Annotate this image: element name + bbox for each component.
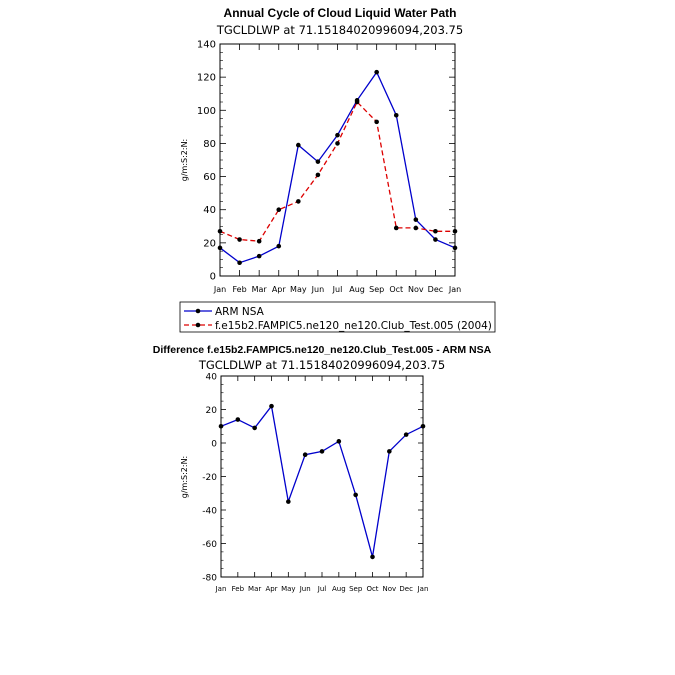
legend-box <box>179 301 496 333</box>
chart-1-data-point <box>256 253 262 259</box>
chart-1-y-tick-label: 80 <box>203 139 216 150</box>
chart-2-data-point <box>235 417 241 422</box>
chart-1-y-tick-label: 0 <box>210 272 216 283</box>
chart-2-subtitle: TGCLDLWP at 71.15184020996094,203.75 <box>198 358 445 372</box>
chart-2-y-tick-label: 20 <box>206 406 218 416</box>
chart-1-data-point <box>433 228 438 234</box>
chart-1-series-line-1 <box>219 100 455 242</box>
chart-1-plot-frame <box>219 43 456 277</box>
chart-2-x-tick-label: Oct <box>366 585 378 593</box>
chart-2-title: Difference f.e15b2.FAMPIC5.ne120_ne120.C… <box>153 344 492 356</box>
chart-1-x-tick-label: Jan <box>448 285 461 294</box>
chart-1-legend: ARM NSA f.e15b2.FAMPIC5.ne120_ne120.Club… <box>179 301 496 333</box>
chart-2-y-tick-label: -80 <box>202 574 217 584</box>
chart-2-y-tick-label: -40 <box>202 507 217 517</box>
chart-1-x-tick-label: Sep <box>369 285 384 294</box>
chart-2-data-point <box>353 492 358 498</box>
chart-2-x-tick-label: Feb <box>232 585 245 593</box>
chart-1-data-point <box>393 225 399 231</box>
chart-2-series-line-0 <box>220 404 424 558</box>
chart-1-data-point <box>315 159 321 164</box>
chart-2-x-tick-label: Jun <box>299 585 311 593</box>
chart-1-data-point <box>296 199 301 204</box>
chart-2-x-tick-label: Apr <box>265 585 277 593</box>
chart-2-y-tick-label: -60 <box>202 540 217 550</box>
chart-1-data-point <box>354 99 360 105</box>
chart-1-data-point <box>433 237 438 242</box>
chart-2-data-point <box>387 449 392 454</box>
chart-1-y-tick-label: 20 <box>203 238 216 249</box>
chart-2-data-point <box>302 452 308 458</box>
chart-2-x-tick-label: Aug <box>332 585 346 593</box>
chart-2-data-point <box>319 449 325 454</box>
chart-1-data-point <box>413 217 419 222</box>
chart-2-x-tick-label: Jan <box>417 585 429 593</box>
chart-2-y-axis-label: g/m:S:2:N: <box>180 456 189 499</box>
chart-1-data-point <box>335 141 340 146</box>
chart-2-data-point <box>252 425 257 431</box>
legend-marker-model <box>195 322 201 328</box>
chart-2-x-tick-label: Dec <box>399 585 413 593</box>
chart-1-data-point <box>393 112 399 118</box>
chart-1-data-point <box>276 243 282 249</box>
chart-1-data-point <box>335 132 340 138</box>
chart-1-x-tick-label: May <box>290 285 307 294</box>
chart-1-data-point <box>276 207 282 213</box>
chart-2-data-point <box>370 554 375 560</box>
chart-1-x-tick-label: Mar <box>252 285 268 294</box>
chart-1-data-point <box>413 225 419 231</box>
chart-1-x-tick-label: Dec <box>428 285 443 294</box>
chart-1-data-point <box>296 142 301 148</box>
chart-1-y-tick-label: 100 <box>197 106 216 117</box>
chart-2-x-tick-label: Jan <box>215 585 227 593</box>
chart-1-data-point <box>256 238 262 244</box>
chart-1-x-tick-label: Apr <box>272 285 287 294</box>
chart-2-y-tick-label: -20 <box>202 473 217 483</box>
chart-1-data-point <box>374 69 379 75</box>
chart-1-x-tick-label: Jan <box>213 285 226 294</box>
legend-label-model: f.e15b2.FAMPIC5.ne120_ne120.Club_Test.00… <box>215 320 492 332</box>
chart-1-x-tick-label: Nov <box>408 285 424 294</box>
chart-2-data-point <box>286 499 291 504</box>
chart-2-data-point <box>269 403 274 409</box>
legend-entry-arm-nsa: ARM NSA <box>184 306 265 318</box>
chart-1-title: Annual Cycle of Cloud Liquid Water Path <box>224 6 457 20</box>
chart-2-x-tick-label: Mar <box>248 585 261 593</box>
chart-1-subtitle: TGCLDLWP at 71.15184020996094,203.75 <box>216 23 463 37</box>
chart-1-x-tick-label: Oct <box>389 285 403 294</box>
chart-1-x-tick-label: Jul <box>332 285 343 294</box>
chart-1-series-line-0 <box>219 70 456 264</box>
chart-1-y-tick-label: 60 <box>203 172 216 183</box>
chart-2-x-tick-label: May <box>281 585 295 593</box>
chart-1-x-tick-label: Feb <box>232 285 246 294</box>
chart-2-x-tick-label: Sep <box>349 585 363 593</box>
chart-2-plot-frame <box>220 375 424 578</box>
chart-1-data-point <box>237 260 242 266</box>
chart-2-x-tick-label: Nov <box>382 585 396 593</box>
chart-2-x-tick-label: Jul <box>317 585 327 593</box>
chart-2-y-tick-label: 40 <box>206 373 218 383</box>
chart-1-x-tick-label: Jun <box>311 285 325 294</box>
legend-label-arm-nsa: ARM NSA <box>215 306 265 318</box>
chart-1-data-point <box>374 119 379 125</box>
chart-1-y-axis-label: g/m:S:2:N: <box>180 139 189 182</box>
chart-1-y-tick-label: 120 <box>197 73 216 84</box>
chart-1-y-tick-label: 140 <box>197 40 216 51</box>
chart-2-y-tick-label: 0 <box>211 440 217 450</box>
chart-1-y-tick-label: 40 <box>203 205 216 216</box>
chart-1-x-tick-label: Aug <box>349 285 365 294</box>
chart-2-data-point <box>336 439 342 444</box>
chart-1-data-point <box>315 172 321 178</box>
legend-marker-arm-nsa <box>195 308 201 314</box>
chart-2-data-point <box>403 432 409 437</box>
chart-1-data-point <box>237 237 242 242</box>
legend-entry-model: f.e15b2.FAMPIC5.ne120_ne120.Club_Test.00… <box>184 320 492 332</box>
